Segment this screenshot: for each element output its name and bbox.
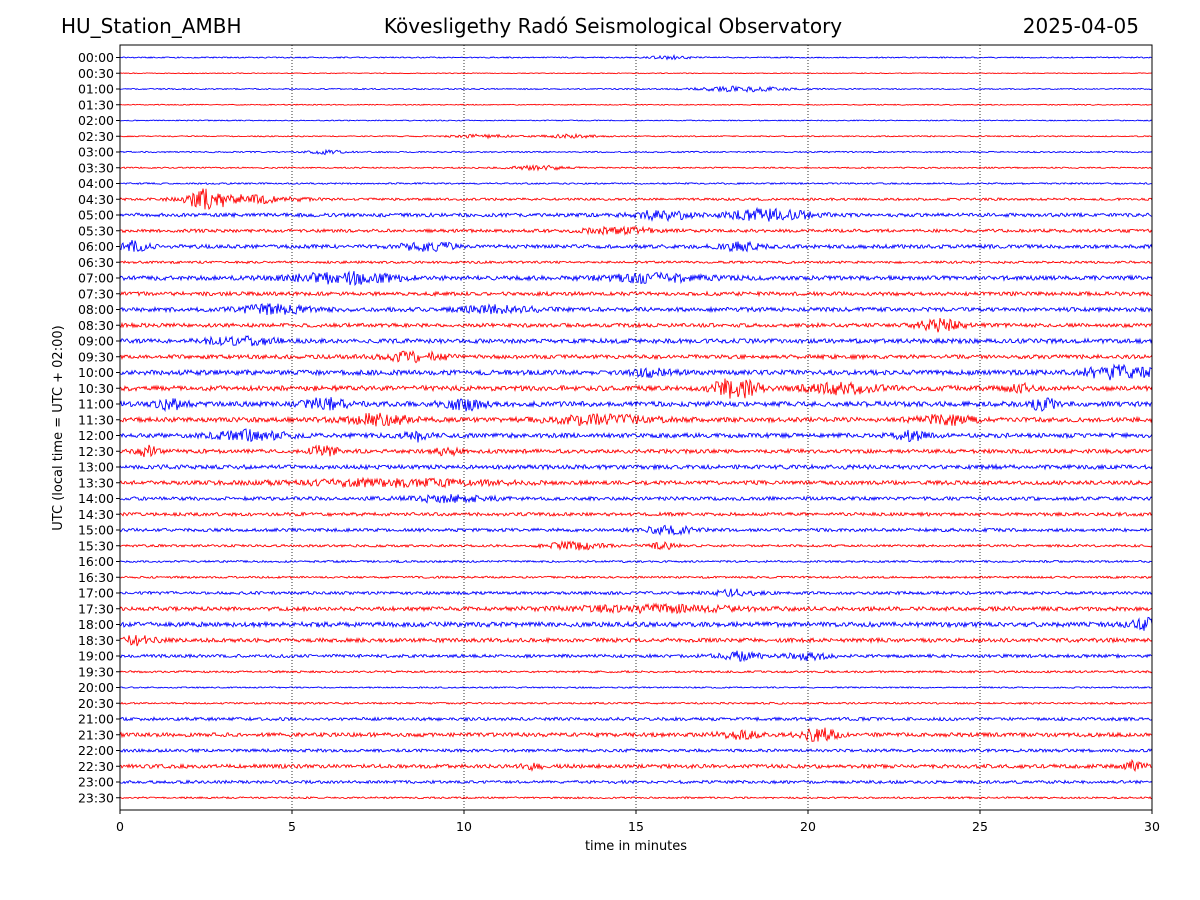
y-tick-label: 02:00	[78, 113, 114, 128]
y-tick-label: 03:30	[78, 160, 114, 175]
x-axis-ticks: 0 5 10 15 20 25 30	[116, 810, 1160, 834]
trace-1530	[119, 540, 1153, 551]
trace-1700	[119, 588, 1153, 598]
y-tick-label: 18:00	[78, 617, 114, 632]
trace-0700	[119, 270, 1153, 287]
y-tick-label: 22:30	[78, 759, 114, 774]
y-tick-label: 06:30	[78, 255, 114, 270]
y-tick-label: 21:30	[78, 727, 114, 742]
x-tick-label: 10	[456, 819, 472, 834]
y-tick-label: 12:30	[78, 444, 114, 459]
trace-1730	[119, 602, 1153, 615]
x-tick-label: 25	[972, 819, 988, 834]
y-tick-label: 20:30	[78, 696, 114, 711]
y-tick-label: 07:00	[78, 271, 114, 286]
y-tick-label: 05:00	[78, 208, 114, 223]
y-tick-label: 04:30	[78, 192, 114, 207]
trace-0230	[119, 132, 1153, 140]
y-axis-ticks: 00:0000:3001:0001:3002:0002:3003:0003:30…	[78, 50, 120, 805]
y-tick-label: 04:00	[78, 176, 114, 191]
trace-0900	[119, 335, 1153, 347]
trace-1030	[119, 378, 1153, 399]
y-tick-label: 10:30	[78, 381, 114, 396]
x-tick-label: 5	[288, 819, 296, 834]
y-tick-label: 22:00	[78, 743, 114, 758]
y-tick-label: 07:30	[78, 286, 114, 301]
trace-1800	[119, 616, 1153, 631]
y-tick-label: 01:00	[78, 82, 114, 97]
y-axis-label: UTC (local time = UTC + 02:00)	[51, 325, 66, 530]
y-tick-label: 23:30	[78, 790, 114, 805]
x-tick-label: 0	[116, 819, 124, 834]
trace-1830	[119, 635, 1153, 647]
y-tick-label: 03:00	[78, 145, 114, 160]
y-tick-label: 08:30	[78, 318, 114, 333]
y-tick-label: 21:00	[78, 712, 114, 727]
trace-1130	[119, 412, 1153, 427]
trace-1500	[119, 524, 1153, 536]
chart-date: 2025-04-05	[1022, 14, 1139, 38]
trace-0600	[119, 240, 1153, 253]
y-tick-label: 09:30	[78, 349, 114, 364]
trace-0930	[119, 349, 1153, 364]
y-tick-label: 19:00	[78, 649, 114, 664]
y-tick-label: 11:30	[78, 412, 114, 427]
y-tick-label: 00:30	[78, 66, 114, 81]
y-tick-label: 16:30	[78, 570, 114, 585]
x-tick-label: 15	[628, 819, 644, 834]
y-tick-label: 23:00	[78, 775, 114, 790]
y-tick-label: 01:30	[78, 97, 114, 112]
y-tick-label: 05:30	[78, 223, 114, 238]
trace-0730	[119, 290, 1153, 298]
y-tick-label: 19:30	[78, 664, 114, 679]
y-tick-label: 13:00	[78, 460, 114, 475]
trace-0430	[119, 188, 1153, 210]
trace-0530	[119, 225, 1153, 236]
vertical-gridlines	[291, 45, 981, 810]
trace-1430	[119, 511, 1153, 518]
y-tick-label: 16:00	[78, 554, 114, 569]
y-tick-label: 13:30	[78, 475, 114, 490]
y-tick-label: 17:30	[78, 601, 114, 616]
y-tick-label: 14:30	[78, 507, 114, 522]
trace-1900	[119, 650, 1153, 663]
trace-0330	[119, 164, 1153, 172]
y-tick-label: 17:00	[78, 586, 114, 601]
y-tick-label: 20:00	[78, 680, 114, 695]
y-tick-label: 00:00	[78, 50, 114, 65]
x-tick-label: 20	[800, 819, 816, 834]
y-tick-label: 14:00	[78, 491, 114, 506]
y-tick-label: 15:30	[78, 538, 114, 553]
y-tick-label: 18:30	[78, 633, 114, 648]
y-tick-label: 10:00	[78, 365, 114, 380]
station-name: HU_Station_AMBH	[61, 14, 242, 38]
y-tick-label: 11:00	[78, 397, 114, 412]
trace-0300	[119, 148, 1153, 156]
y-tick-label: 06:00	[78, 239, 114, 254]
y-tick-label: 15:00	[78, 523, 114, 538]
y-tick-label: 09:00	[78, 334, 114, 349]
trace-0100	[119, 85, 1153, 93]
y-tick-label: 08:00	[78, 302, 114, 317]
x-tick-label: 30	[1144, 819, 1160, 834]
y-tick-label: 02:30	[78, 129, 114, 144]
x-axis-label: time in minutes	[585, 839, 687, 854]
y-tick-label: 12:00	[78, 428, 114, 443]
trace-1400	[119, 494, 1153, 504]
chart-title: Kövesligethy Radó Seismological Observat…	[383, 14, 843, 38]
